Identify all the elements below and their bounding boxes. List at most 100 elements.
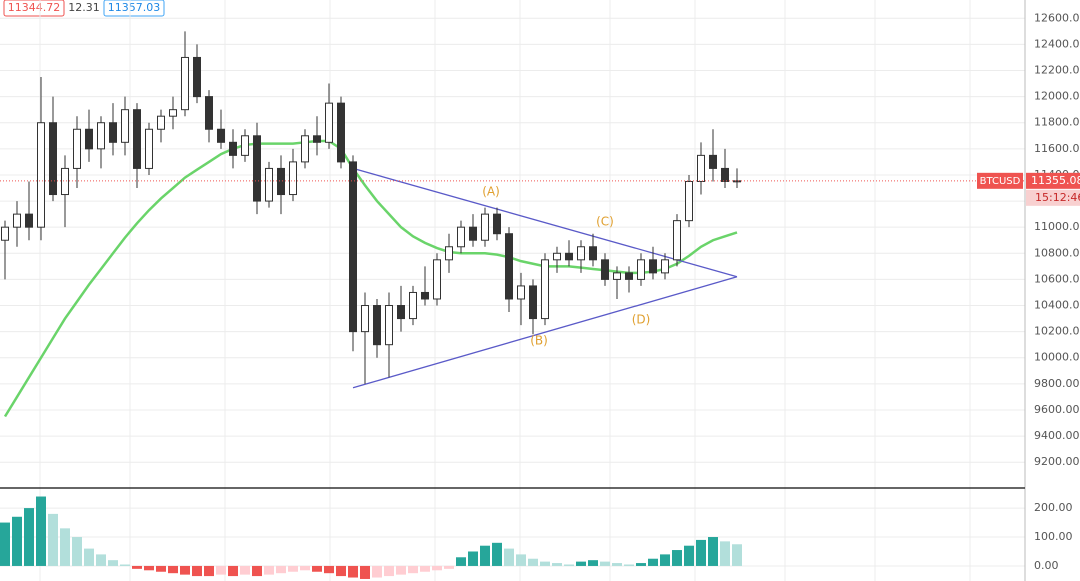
histogram-bar [576,561,586,566]
histogram-bar [660,554,670,566]
y-tick-label: 9600.00 [1034,403,1080,416]
histogram-bar [480,545,490,566]
price-label: 11355.08 [1031,174,1080,187]
histogram-bar [132,565,142,569]
histogram-bar [696,539,706,566]
histogram-bar [732,544,742,566]
moving-average [3,139,738,418]
candle-body [661,259,669,274]
y-tick-label: 9400.00 [1034,429,1080,442]
candle-body [637,259,645,280]
candle-body [61,167,69,196]
histogram-bar [36,496,46,566]
histogram-bar [504,548,514,566]
histogram-bar [600,561,610,566]
y-tick-label: 9200.00 [1034,455,1080,468]
y-tick-label: 10000.00 [1034,351,1080,364]
histogram-bar [336,565,346,577]
candle-body [253,135,261,202]
histogram-bar [0,522,10,566]
histogram-bar [432,565,442,571]
histogram-bar [84,548,94,566]
candle-body [97,122,105,150]
y-tick-label: 10400.00 [1034,299,1080,312]
histogram-bar [708,537,718,566]
candle-body [517,285,525,300]
y-tick-label: 11000.00 [1034,220,1080,233]
candle-body [265,167,273,202]
header-value: 12.31 [68,1,100,14]
candle-body [133,109,141,169]
histogram-bar [216,565,226,575]
candle-body [337,102,345,163]
candle-body [169,109,177,117]
histogram-bar [468,551,478,566]
candle-body [121,109,129,143]
histogram-bar [276,565,286,574]
candle-body [193,56,201,98]
y-tick-label: 9800.00 [1034,377,1080,390]
candle-body [85,128,93,150]
candle-body [601,259,609,280]
histogram-bar [300,565,310,571]
y-tick-label: 11600.00 [1034,142,1080,155]
histogram-bar [264,565,274,575]
candle-body [733,180,741,183]
histogram-bar [348,565,358,578]
histogram-bar [528,558,538,566]
histogram-bar [204,565,214,577]
candle-body [73,128,81,169]
y-tick-label: 10800.00 [1034,246,1080,259]
candle-body [445,246,453,261]
histogram-bar [672,550,682,566]
candle-body [277,167,285,196]
candle-body [469,226,477,241]
y-tick-label: 10200.00 [1034,325,1080,338]
histogram-bar [684,545,694,566]
candle-body [541,259,549,320]
candle-body [577,246,585,261]
candle-body [49,122,57,196]
histogram-bar [552,563,562,566]
histogram-bar [240,565,250,575]
candle-body [25,213,33,228]
countdown-label: 15:12:46 [1035,191,1080,204]
y-tick-label: 0.00 [1034,559,1059,572]
candle-body [1,226,9,241]
histogram-bar [372,565,382,578]
candle-body [433,259,441,300]
histogram-bar [108,560,118,566]
y-tick-label: 100.00 [1034,530,1073,543]
candle-body [421,291,429,300]
histogram-bar [384,565,394,577]
histogram-bar [288,565,298,572]
candle-body [361,305,369,333]
candle-body [589,246,597,261]
histogram-bar [192,565,202,577]
wave-label: (C) [596,214,614,228]
header-value: 11357.03 [108,1,161,14]
candle-body [613,272,621,280]
candle-body [229,141,237,156]
candle-body [697,154,705,182]
candle-body [553,252,561,261]
candle-body [505,233,513,300]
candle-body [37,122,45,228]
y-tick-label: 10600.00 [1034,272,1080,285]
histogram-bar [168,565,178,574]
histogram-bar [48,513,58,566]
histogram-bar [72,537,82,566]
candle-body [397,305,405,320]
histogram-bar [564,564,574,566]
histogram-bar [408,565,418,574]
y-tick-label: 12400.00 [1034,37,1080,50]
candle-body [109,122,117,143]
histogram-bar [396,565,406,575]
grid [0,0,1025,581]
histogram-bar [648,558,658,566]
histogram-bar [624,564,634,566]
candle-body [529,285,537,320]
header: 11344.72 12.31 11357.03 [3,0,165,17]
candle-body [217,128,225,143]
